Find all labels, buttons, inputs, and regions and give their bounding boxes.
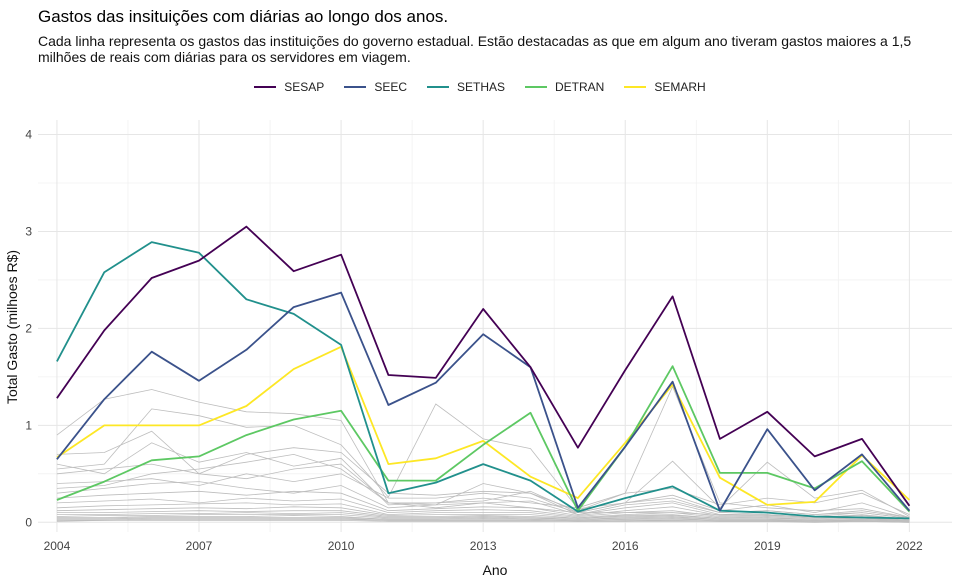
background-series-line	[56, 463, 910, 515]
background-series-line	[56, 502, 910, 521]
legend-swatch	[624, 86, 647, 88]
legend-label: SESAP	[284, 80, 325, 94]
x-tick-label: 2010	[328, 539, 355, 553]
legend-swatch	[254, 86, 277, 88]
background-series-line	[56, 514, 910, 522]
background-series-line	[56, 453, 910, 519]
x-tick-label: 2022	[896, 539, 923, 553]
y-tick-label: 1	[25, 418, 32, 432]
legend-item-sesap: SESAP	[254, 80, 324, 94]
y-axis-title: Total Gasto (milhoes R$)	[4, 250, 20, 404]
series-line-seec	[56, 291, 911, 512]
x-tick-label: 2004	[44, 539, 71, 553]
chart-title: Gastos das insituições com diárias ao lo…	[38, 7, 449, 26]
legend-swatch	[525, 86, 548, 88]
x-tick-label: 2007	[186, 539, 213, 553]
background-series-line	[56, 506, 910, 521]
x-tick-label: 2016	[612, 539, 639, 553]
legend-item-semarh: SEMARH	[624, 80, 706, 94]
series-line-semarh	[56, 345, 911, 506]
y-tick-label: 3	[25, 224, 32, 238]
series-lines	[56, 225, 911, 520]
background-series-line	[56, 520, 910, 523]
chart-subtitle: Cada linha representa os gastos das inst…	[38, 33, 912, 65]
legend-label: SEMARH	[654, 80, 706, 94]
background-series-line	[56, 517, 910, 522]
series-line-sesap	[56, 225, 911, 507]
series-line-detran	[56, 365, 911, 513]
background-lines	[56, 385, 910, 523]
background-series-line	[56, 490, 910, 520]
x-tick-label: 2019	[754, 539, 781, 553]
legend: SESAP SEEC SETHAS DETRAN SEMARH	[0, 80, 960, 94]
legend-item-seec: SEEC	[344, 80, 407, 94]
x-axis-title: Ano	[483, 562, 508, 576]
y-tick-labels: 0 1 2 3 4	[25, 128, 32, 530]
background-series-line	[56, 497, 910, 520]
legend-label: DETRAN	[555, 80, 605, 94]
legend-label: SETHAS	[457, 80, 506, 94]
y-tick-label: 2	[25, 321, 32, 335]
y-tick-label: 0	[25, 515, 32, 529]
legend-item-sethas: SETHAS	[427, 80, 505, 94]
background-series-line	[56, 403, 910, 517]
legend-swatch	[344, 86, 367, 88]
grid	[38, 120, 952, 532]
legend-swatch	[427, 86, 449, 88]
series-line-sethas	[56, 241, 910, 520]
x-tick-labels: 2004 2007 2010 2013 2016 2019 2022	[44, 539, 923, 553]
legend-label: SEEC	[374, 80, 407, 94]
x-tick-label: 2013	[470, 539, 497, 553]
background-series-line	[56, 510, 910, 521]
y-tick-label: 4	[25, 128, 32, 142]
legend-item-detran: DETRAN	[525, 80, 604, 94]
